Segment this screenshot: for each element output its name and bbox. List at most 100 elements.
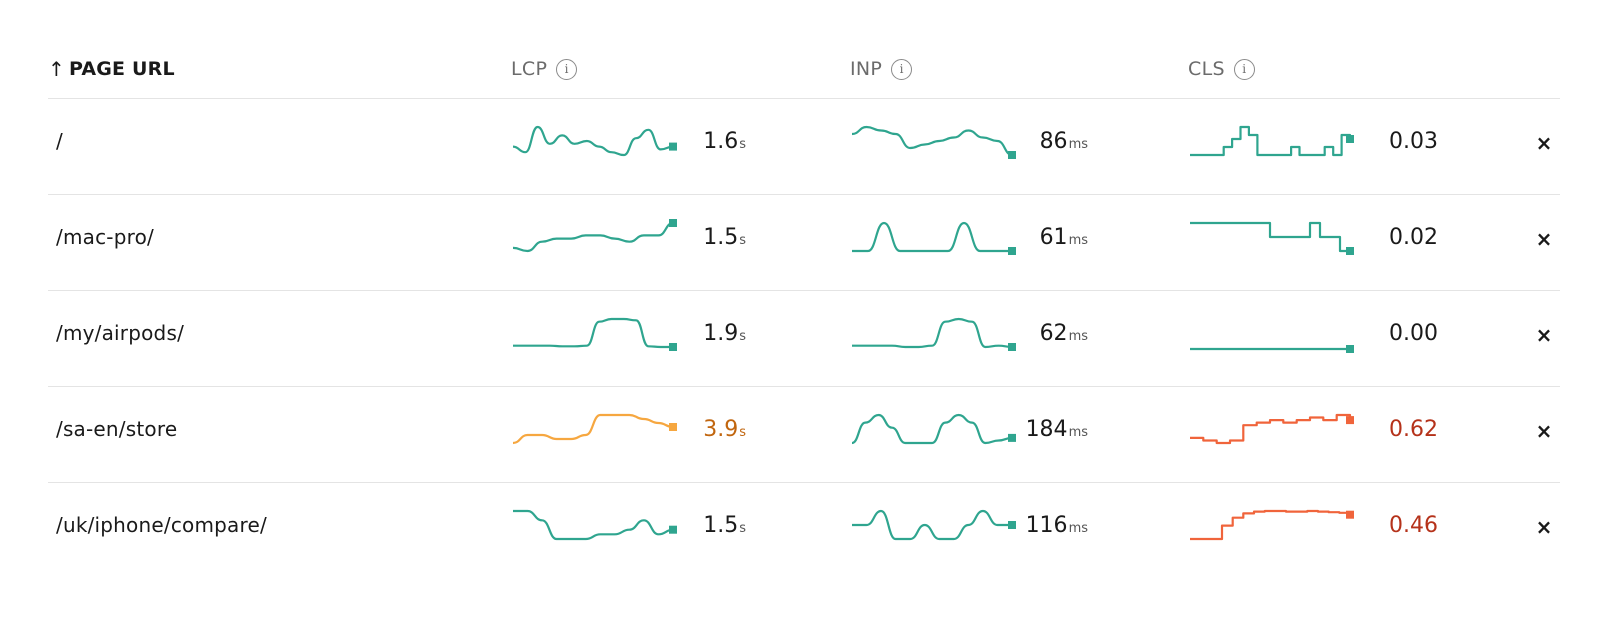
lcp-trend-sparkline <box>512 413 677 445</box>
page-url[interactable]: /my/airpods/ <box>56 321 185 345</box>
inp-latest-point <box>1008 521 1016 529</box>
lcp-value: 1.5s <box>703 513 746 538</box>
cls-value: 0.00 <box>1389 321 1438 346</box>
column-header-page-url[interactable]: ↑ PAGE URL <box>48 55 175 83</box>
column-header-inp-label: INP <box>850 58 883 80</box>
inp-value: 61ms <box>1040 225 1088 250</box>
inp-trend-line <box>852 221 1012 253</box>
inp-trend-line <box>851 413 1013 445</box>
inp-value-unit: ms <box>1068 329 1088 344</box>
inp-latest-point <box>1008 151 1016 159</box>
sort-ascending-icon: ↑ <box>48 57 65 81</box>
lcp-trend-sparkline <box>513 317 677 351</box>
lcp-trend-line <box>513 509 674 541</box>
cls-trend-line <box>1190 413 1352 445</box>
cls-trend-line <box>1190 125 1352 157</box>
cls-trend-sparkline <box>1190 509 1354 541</box>
inp-value: 86ms <box>1040 129 1088 154</box>
cls-trend-sparkline <box>1190 413 1354 445</box>
inp-value: 62ms <box>1040 321 1088 346</box>
page-url[interactable]: /mac-pro/ <box>56 225 154 249</box>
cls-trend-line <box>1190 509 1352 541</box>
table-header: ↑ PAGE URL LCP i INP i CLS i <box>48 40 1560 99</box>
lcp-latest-point <box>669 219 677 227</box>
lcp-value: 1.9s <box>703 321 746 346</box>
remove-row-close-icon[interactable]: × <box>1535 419 1553 443</box>
cls-value-number: 0.03 <box>1389 129 1438 154</box>
cls-latest-point <box>1346 345 1354 353</box>
inp-value-number: 86 <box>1039 129 1068 154</box>
inp-trend-line <box>851 125 1013 157</box>
lcp-trend-line <box>512 125 674 157</box>
lcp-trend-line <box>512 413 674 445</box>
cls-trend-line <box>1190 221 1350 253</box>
lcp-value-unit: s <box>739 137 746 152</box>
inp-value: 184ms <box>1026 417 1088 442</box>
inp-trend-sparkline <box>852 221 1016 255</box>
inp-value-unit: ms <box>1068 233 1088 248</box>
cls-trend-sparkline <box>1190 125 1354 157</box>
table-row[interactable]: /uk/iphone/compare/1.5s 116ms 0.46 × <box>48 483 1560 579</box>
inp-value-unit: ms <box>1068 425 1088 440</box>
inp-trend-sparkline <box>852 317 1016 351</box>
remove-row-close-icon[interactable]: × <box>1535 323 1553 347</box>
cls-value: 0.46 <box>1389 513 1438 538</box>
lcp-value: 1.6s <box>703 129 746 154</box>
lcp-value-number: 3.9 <box>703 417 739 442</box>
inp-trend-line <box>852 317 1013 349</box>
cls-latest-point <box>1346 510 1354 519</box>
column-header-page-url-label: PAGE URL <box>68 58 175 80</box>
inp-value-number: 61 <box>1039 225 1068 250</box>
table-row[interactable]: /my/airpods/1.9s 62ms 0.00 × <box>48 291 1560 387</box>
lcp-value-number: 1.6 <box>703 129 739 154</box>
cls-value-number: 0.62 <box>1389 417 1438 442</box>
lcp-trend-sparkline <box>512 219 677 253</box>
table-row[interactable]: / 1.6s 86ms 0.03 × <box>48 99 1560 195</box>
lcp-latest-point <box>669 142 677 151</box>
cls-latest-point <box>1346 135 1354 143</box>
lcp-trend-line <box>513 317 673 349</box>
page-url[interactable]: /uk/iphone/compare/ <box>56 513 267 537</box>
remove-row-close-icon[interactable]: × <box>1535 227 1553 251</box>
column-header-cls[interactable]: CLS i <box>1188 55 1255 83</box>
lcp-latest-point <box>669 343 677 351</box>
lcp-value-unit: s <box>739 521 746 536</box>
column-header-lcp-label: LCP <box>511 58 548 80</box>
page-url[interactable]: / <box>56 129 63 153</box>
page-url[interactable]: /sa-en/store <box>56 417 178 441</box>
table-row[interactable]: /mac-pro/1.5s 61ms 0.02 × <box>48 195 1560 291</box>
column-header-inp[interactable]: INP i <box>850 55 913 83</box>
inp-trend-sparkline <box>852 509 1016 541</box>
remove-row-close-icon[interactable]: × <box>1535 131 1553 155</box>
inp-value-number: 184 <box>1025 417 1068 442</box>
info-icon[interactable]: i <box>1233 58 1255 80</box>
inp-latest-point <box>1008 433 1016 442</box>
inp-value-unit: ms <box>1068 521 1088 536</box>
inp-trend-sparkline <box>851 413 1016 445</box>
inp-trend-line <box>852 509 1012 541</box>
lcp-latest-point <box>669 525 677 534</box>
info-icon[interactable]: i <box>556 58 578 80</box>
cls-trend-sparkline <box>1190 345 1354 353</box>
lcp-value-number: 1.5 <box>703 513 739 538</box>
info-icon[interactable]: i <box>891 58 913 80</box>
lcp-value: 3.9s <box>703 417 746 442</box>
inp-value-unit: ms <box>1068 137 1088 152</box>
inp-value-number: 116 <box>1025 513 1068 538</box>
cls-latest-point <box>1346 416 1354 425</box>
inp-value-number: 62 <box>1039 321 1068 346</box>
cls-latest-point <box>1346 247 1354 255</box>
cls-value: 0.62 <box>1389 417 1438 442</box>
table-row[interactable]: /sa-en/store 3.9s 184ms 0.62 × <box>48 387 1560 483</box>
cls-trend-sparkline <box>1190 221 1354 255</box>
remove-row-close-icon[interactable]: × <box>1535 515 1553 539</box>
lcp-trend-sparkline <box>512 125 677 157</box>
lcp-value: 1.5s <box>703 225 746 250</box>
cls-value: 0.03 <box>1389 129 1438 154</box>
cls-value-number: 0.46 <box>1389 513 1438 538</box>
inp-value: 116ms <box>1026 513 1088 538</box>
cls-value-number: 0.02 <box>1389 225 1438 250</box>
lcp-trend-line <box>512 221 674 253</box>
column-header-lcp[interactable]: LCP i <box>511 55 578 83</box>
lcp-value-number: 1.9 <box>703 321 739 346</box>
